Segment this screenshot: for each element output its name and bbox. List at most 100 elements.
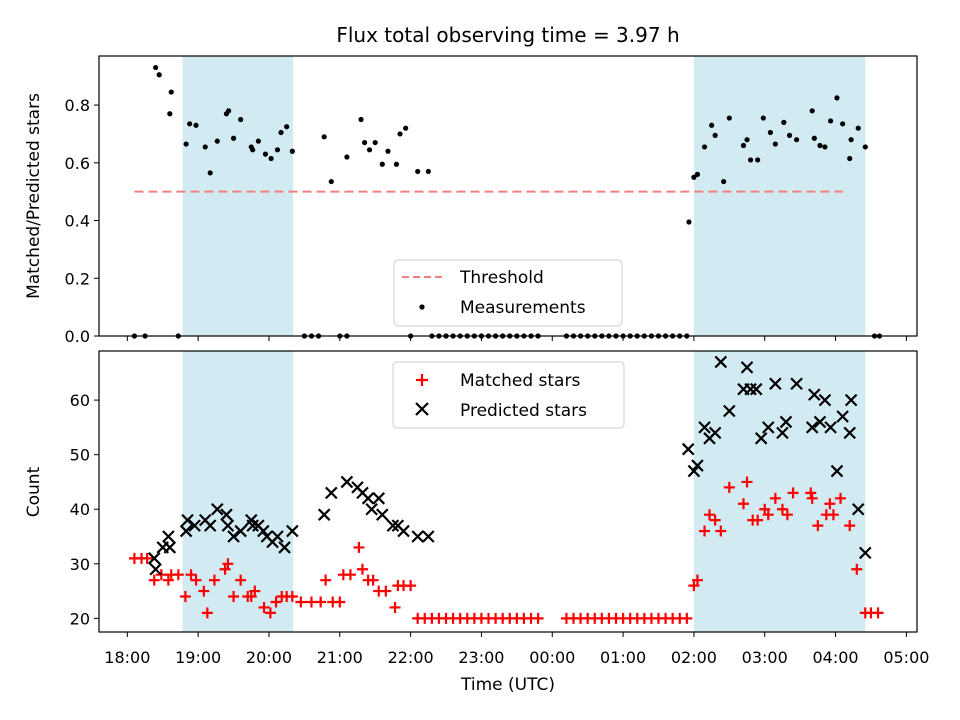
predicted-star-point (227, 530, 240, 543)
matched-star-point (405, 580, 417, 592)
predicted-star-point (805, 421, 819, 434)
matched-star-point (723, 481, 735, 493)
matched-star-point (148, 574, 160, 586)
x-tick-label: 00:00 (529, 648, 575, 667)
predicted-star-point (325, 486, 338, 500)
measurement-point (168, 89, 174, 95)
count-y-tick-label: 50 (70, 446, 90, 465)
matched-star-point (264, 607, 276, 619)
matched-star-point (315, 596, 327, 608)
measurement-point (393, 161, 400, 167)
measurement-point (834, 95, 840, 101)
count-panel: 20 30 40 50 60 18:00 19:00 20:00 21:00 22:00 23:0… (24, 350, 929, 695)
count-y-tick-label: 20 (70, 609, 90, 628)
matched-star-point (172, 569, 184, 581)
measurement-point (425, 168, 431, 175)
predicted-star-point (824, 421, 837, 434)
count-legend-box (392, 361, 625, 429)
matched-star-point (155, 569, 167, 581)
measurement-point (403, 125, 409, 131)
predicted-star-point (744, 382, 757, 396)
predicted-star-point (365, 502, 378, 516)
measurement-point (712, 132, 718, 138)
matched-star-point (380, 585, 392, 597)
x-tick-label: 21:00 (317, 648, 363, 667)
matched-star-point (872, 607, 884, 619)
x-tick-label: 23:00 (458, 648, 504, 667)
matched-star-point (835, 492, 847, 504)
measurement-point (794, 137, 800, 143)
x-tick-label: 19:00 (175, 648, 221, 667)
matched-star-point (190, 574, 202, 586)
predicted-star-point (859, 546, 872, 560)
measurement-point (809, 108, 815, 114)
ratio-legend: Threshold Measurements (393, 259, 623, 327)
matched-star-point (737, 498, 749, 510)
predicted-star-point (769, 377, 782, 391)
matched-star-point (532, 612, 544, 624)
matched-star-point (222, 558, 234, 570)
predicted-star-point (149, 562, 162, 576)
measurement-point (278, 129, 284, 136)
ratio-shaded-interval (693, 56, 866, 336)
predicted-star-point (749, 382, 763, 396)
predicted-star-point (181, 513, 194, 527)
measurement-point (847, 155, 853, 162)
measurement-point (289, 148, 295, 154)
predicted-star-point (813, 415, 827, 429)
count-y-axis-label: Count (24, 466, 44, 517)
predicted-star-point (687, 464, 701, 478)
measurement-point (691, 174, 697, 180)
measurement-point (372, 139, 378, 146)
predicted-legend-label: Predicted stars (460, 401, 587, 421)
matched-star-point (367, 574, 379, 586)
measurement-point (840, 121, 846, 127)
predicted-star-point (808, 388, 821, 401)
matched-star-point (741, 476, 753, 488)
x-tick-label: 01:00 (600, 648, 646, 667)
measurement-point (193, 122, 199, 128)
matched-star-point (844, 520, 856, 532)
predicted-star-point (776, 426, 789, 440)
measurement-point (740, 142, 747, 149)
measurement-point (686, 219, 692, 225)
matched-star-point (851, 563, 863, 575)
matched-star-point (334, 596, 346, 608)
matched-star-point (806, 492, 818, 504)
x-tick-label: 22:00 (388, 648, 434, 667)
measurement-point (701, 144, 708, 150)
ratio-plot-frame (98, 55, 918, 337)
measurement-point (187, 121, 193, 127)
measurement-point (822, 144, 828, 150)
predicted-star-point (708, 426, 722, 440)
predicted-star-point (836, 410, 849, 423)
predicted-star-point (818, 393, 832, 407)
count-legend: Matched stars Predicted stars (392, 361, 625, 429)
matched-star-point (258, 601, 270, 613)
measurement-point (385, 148, 391, 154)
matched-star-point (827, 509, 839, 521)
predicted-star-point (317, 508, 331, 521)
matched-star-point (201, 607, 213, 619)
predicted-star-point (203, 519, 217, 532)
predicted-star-point (257, 524, 270, 538)
measurement-point (709, 122, 715, 128)
measurement-point (415, 168, 421, 175)
measurement-point (274, 147, 281, 153)
measurement-point (226, 108, 232, 114)
count-y-tick-label: 30 (70, 555, 90, 574)
matched-star-point (812, 520, 824, 532)
measurement-point (767, 129, 773, 136)
measurement-point (726, 115, 732, 121)
predicted-star-point (422, 530, 435, 543)
predicted-star-point (220, 508, 233, 521)
measurement-point (361, 139, 368, 146)
matched-star-point (295, 596, 307, 608)
threshold-legend-label: Threshold (459, 268, 544, 288)
predicted-star-point (397, 524, 410, 538)
predicted-star-point (779, 415, 793, 429)
measurement-point (250, 147, 256, 153)
predicted-star-point (698, 421, 711, 434)
predicted-star-point (754, 432, 768, 445)
ratio-shaded-interval (182, 56, 294, 336)
